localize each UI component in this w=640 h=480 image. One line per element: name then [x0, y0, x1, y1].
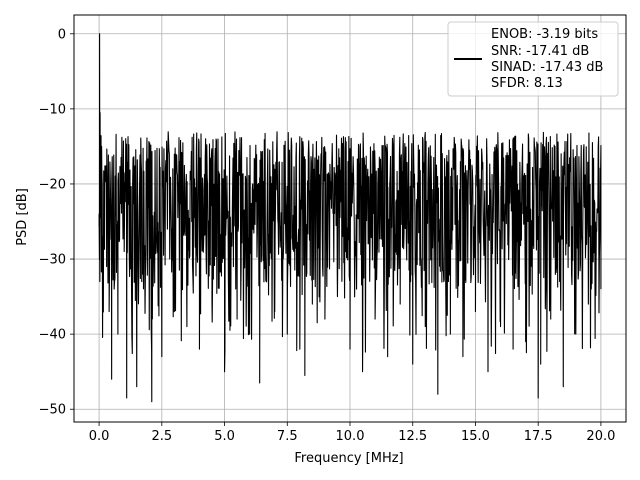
x-axis-label: Frequency [MHz]: [294, 451, 403, 466]
y-tick-label: −30: [39, 253, 66, 268]
y-tick-label: −10: [39, 102, 66, 117]
x-tick-label: 5.0: [214, 429, 235, 444]
x-tick-label: 2.5: [151, 429, 172, 444]
legend-line-sinad: SINAD: -17.43 dB: [491, 60, 603, 75]
x-tick-label: 7.5: [277, 429, 298, 444]
x-axis: 0.0 2.5 5.0 7.5 10.0 12.5 15.0 17.5 20.0: [89, 422, 615, 444]
y-axis-label: PSD [dB]: [15, 188, 30, 246]
x-tick-label: 20.0: [586, 429, 615, 444]
y-tick-label: 0: [58, 27, 66, 42]
x-tick-label: 15.0: [461, 429, 490, 444]
plot-area: [98, 33, 602, 403]
y-tick-label: −20: [39, 177, 66, 192]
legend-box: [447, 21, 619, 97]
x-tick-label: 12.5: [398, 429, 427, 444]
x-tick-label: 0.0: [89, 429, 110, 444]
x-tick-label: 10.0: [336, 429, 365, 444]
psd-series-line: [98, 33, 602, 403]
legend-line-enob: ENOB: -3.19 bits: [491, 27, 598, 42]
legend-line-snr: SNR: -17.41 dB: [491, 44, 589, 59]
y-axis: 0 −10 −20 −30 −40 −50: [39, 27, 74, 418]
legend-line-sfdr: SFDR: 8.13: [491, 76, 563, 91]
y-tick-label: −40: [39, 328, 66, 343]
x-tick-label: 17.5: [524, 429, 553, 444]
legend: ENOB: -3.19 bits SNR: -17.41 dB SINAD: -…: [447, 21, 619, 97]
y-tick-label: −50: [39, 403, 66, 418]
